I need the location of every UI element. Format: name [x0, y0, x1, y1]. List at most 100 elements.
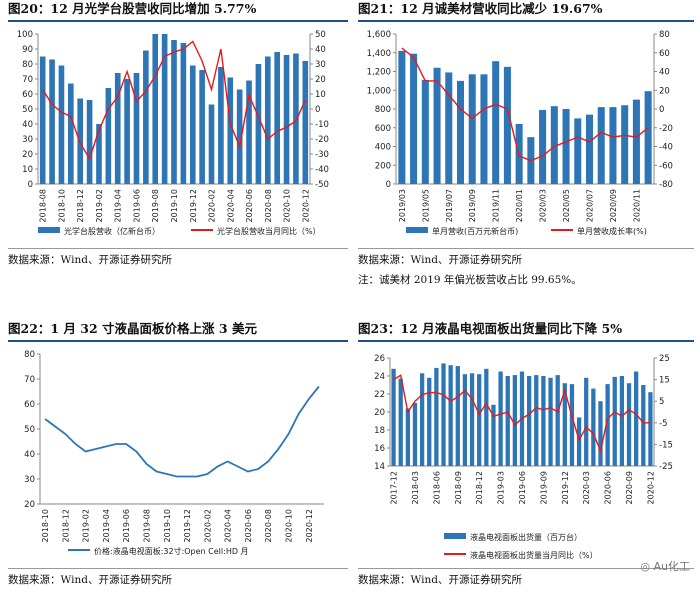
chart-20-left-tick-label: 50	[22, 105, 33, 115]
chart-20-left-tick-label: 20	[22, 150, 33, 160]
chart-22-x-tick-label: 2020-08	[264, 509, 273, 542]
chart-20-x-tick-label: 2019-08	[151, 189, 160, 222]
chart-20-bar	[77, 98, 84, 184]
chart-23-bar	[612, 376, 617, 466]
chart-21-bar	[597, 107, 605, 184]
chart-22-x-tick-label: 2020-12	[305, 509, 314, 542]
chart-21-left-tick-label: 1,000	[367, 86, 391, 96]
chart-20-bar	[133, 73, 140, 184]
chart-23-bar	[469, 373, 475, 466]
chart-23-left-tick-label: 18	[374, 426, 385, 436]
chart-21-right-tick-label: -80	[659, 180, 673, 190]
chart-20-x-tick-label: 2019-06	[132, 189, 141, 222]
chart-21-left-tick-label: 1,600	[367, 30, 391, 40]
panel-chart-20: 图20：12 月光学台股营收同比增加 5.77% 0 10 20 30 40 50 60 70…	[8, 0, 348, 270]
chart-22-x-tick-label: 2018-12	[61, 509, 70, 542]
chart-21-right-tick-label: 80	[659, 30, 670, 40]
chart-23-x-tick-label: 2019-12	[561, 471, 570, 504]
chart-21-right-tick-label: -40	[659, 143, 673, 153]
chart-21-bar	[503, 66, 511, 184]
chart-21-legend-label: 单月营收(百万元新台币)	[432, 226, 518, 236]
chart-21-bar	[562, 109, 570, 184]
chart-21-right-tick-label: 20	[659, 86, 670, 96]
chart-20-legend-label: 光学台股营收（亿新台币）	[64, 226, 160, 236]
chart-23-bar	[498, 371, 503, 466]
chart-21-x-tick-label: 2020/01	[515, 189, 524, 222]
chart-20-x-tick-label: 2020-02	[208, 189, 217, 222]
chart-20-source: 数据来源：Wind、开源证券研究所	[8, 254, 172, 266]
chart-20-right-tick-label: -30	[315, 150, 329, 160]
chart-22-left-tick-label: 80	[24, 350, 35, 360]
chart-23-bar	[584, 377, 589, 466]
chart-23-right-tick-label: -15	[659, 440, 673, 450]
chart-21-left-tick-label: 1,400	[367, 49, 391, 59]
chart-23-x-tick-label: 2020-03	[582, 471, 591, 504]
chart-21-bar	[421, 79, 429, 184]
chart-20-right-tick-label: 50	[315, 30, 326, 40]
chart-23-bar	[562, 383, 567, 466]
chart-20-x-tick-label: 2018-08	[39, 189, 48, 222]
chart-21-title: 图21：12 月诚美材营收同比减少 19.67%	[358, 0, 694, 22]
chart-20-bar	[180, 43, 187, 184]
chart-23-bar	[641, 385, 646, 466]
chart-21-bar	[621, 105, 629, 184]
chart-23-bar	[591, 388, 596, 466]
chart-23-series-line	[393, 374, 651, 454]
chart-22-title: 图22：1 月 32 寸液晶面板价格上涨 3 美元	[8, 320, 348, 342]
chart-21-x-tick-label: 2019/03	[398, 189, 407, 222]
chart-21-right-tick-label: 0	[659, 105, 664, 115]
chart-20-left-tick-label: 100	[17, 30, 33, 40]
chart-21-bar	[433, 67, 441, 184]
chart-20-bar	[171, 40, 177, 184]
chart-20-left-tick-label: 0	[28, 180, 33, 190]
chart-23-left-tick-label: 24	[374, 372, 385, 382]
chart-21-source-rule	[358, 248, 694, 249]
watermark-text: Au化工	[653, 560, 691, 573]
chart-23-legend-bar-swatch	[444, 533, 466, 539]
chart-21-bar	[398, 50, 406, 184]
chart-20-legend-bar-swatch	[38, 227, 60, 233]
chart-23-left-tick-label: 14	[374, 462, 385, 472]
chart-20-title: 图20：12 月光学台股营收同比增加 5.77%	[8, 0, 348, 22]
chart-23-legend-label: 液晶电视面板出货量当月同比（%）	[470, 550, 598, 560]
chart-20-right-tick-label: -20	[315, 135, 329, 145]
chart-20-x-tick-label: 2018-10	[57, 189, 66, 222]
chart-23-bar	[648, 392, 653, 466]
chart-22-legend-label: 价格:液晶电视面板:32寸:Open Cell:HD 月	[94, 546, 249, 556]
chart-20-bar	[293, 53, 299, 184]
chart-20-bar	[236, 89, 243, 184]
chart-20-left-tick-label: 70	[22, 75, 33, 85]
chart-20-legend-label: 光学台股营收当月同比（%）	[217, 226, 321, 236]
chart-21-x-tick-label: 2020/07	[586, 189, 595, 222]
chart-21-bar	[445, 72, 453, 184]
chart-21-x-tick-label: 2020/09	[609, 189, 618, 222]
chart-20-bar	[218, 67, 224, 184]
chart-21-bar	[550, 106, 558, 184]
chart-20-left-tick-label: 80	[22, 60, 33, 70]
chart-23-legend-label: 液晶电视面板出货量（百万台）	[470, 532, 582, 542]
chart-23-bar	[626, 383, 632, 466]
chart-23-x-tick-label: 2019-06	[518, 471, 527, 504]
chart-22-series-line	[44, 385, 320, 478]
chart-20-bar	[86, 100, 93, 184]
chart-23-bar	[484, 368, 489, 466]
chart-20-x-tick-label: 2019-04	[114, 189, 123, 222]
chart-23-source-rule	[358, 568, 694, 569]
chart-21-x-tick-label: 2019/07	[445, 189, 454, 222]
chart-23-svg: 14 16 18 20 22 24 26 -25 -15 -5 5 15 25 2017-12 2018-0…	[374, 354, 673, 560]
chart-20-bar	[152, 34, 159, 184]
chart-23-bar	[427, 377, 432, 466]
chart-23-bar	[477, 374, 482, 466]
chart-23-bar	[391, 368, 396, 466]
chart-21-bar	[468, 74, 476, 184]
chart-20-bar	[96, 124, 102, 184]
chart-22-x-tick-label: 2019-04	[102, 509, 111, 542]
chart-21-bar	[585, 114, 594, 184]
chart-20-left-tick-label: 60	[22, 90, 33, 100]
chart-22-left-tick-label: 70	[24, 375, 35, 385]
chart-21-bar	[492, 61, 500, 184]
chart-21-legend-bar-swatch	[406, 227, 428, 233]
chart-23-bar	[398, 378, 403, 466]
chart-20-right-tick-label: 40	[315, 45, 326, 55]
watermark: ◎ Au化工	[640, 558, 690, 574]
